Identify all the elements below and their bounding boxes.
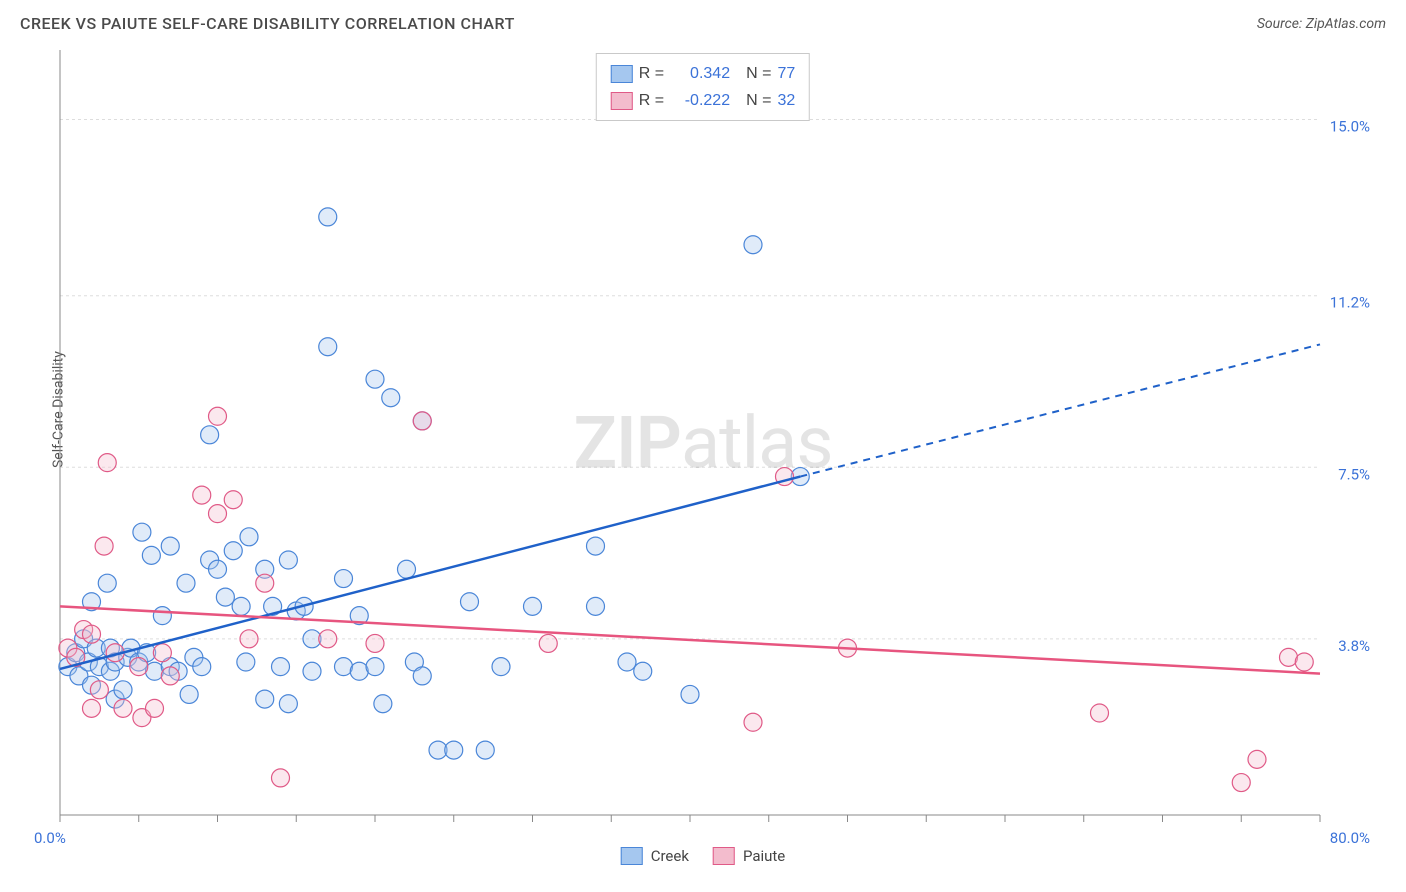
- svg-text:11.2%: 11.2%: [1330, 294, 1370, 312]
- r-value-creek: 0.342: [670, 60, 730, 87]
- swatch-creek: [611, 65, 633, 83]
- legend-row-paiute: R = -0.222 N = 32: [611, 87, 795, 114]
- legend-item-creek: Creek: [621, 847, 689, 865]
- correlation-legend: R = 0.342 N = 77 R = -0.222 N = 32: [596, 53, 810, 121]
- scatter-chart: 3.8% 7.5% 11.2% 15.0% 0.0% 80.0%: [10, 45, 1396, 875]
- n-value-paiute: 32: [777, 87, 795, 114]
- legend-label-creek: Creek: [651, 847, 689, 865]
- swatch-paiute: [611, 92, 633, 110]
- chart-container: Self-Care Disability 3.8%7.5%11.2%15.0%0…: [10, 45, 1396, 875]
- legend-row-creek: R = 0.342 N = 77: [611, 60, 795, 87]
- n-value-creek: 77: [777, 60, 795, 87]
- legend-item-paiute: Paiute: [713, 847, 785, 865]
- legend-swatch-paiute: [713, 847, 735, 865]
- chart-title: CREEK VS PAIUTE SELF-CARE DISABILITY COR…: [20, 14, 515, 33]
- legend-swatch-creek: [621, 847, 643, 865]
- legend-label-paiute: Paiute: [743, 847, 785, 865]
- chart-header: CREEK VS PAIUTE SELF-CARE DISABILITY COR…: [10, 10, 1396, 45]
- svg-text:3.8%: 3.8%: [1338, 637, 1370, 655]
- r-value-paiute: -0.222: [670, 87, 730, 114]
- svg-text:15.0%: 15.0%: [1330, 118, 1370, 136]
- chart-source: Source: ZipAtlas.com: [1257, 16, 1386, 32]
- svg-text:0.0%: 0.0%: [34, 829, 66, 847]
- svg-text:80.0%: 80.0%: [1330, 829, 1370, 847]
- series-legend: Creek Paiute: [621, 847, 786, 865]
- svg-text:7.5%: 7.5%: [1338, 465, 1370, 483]
